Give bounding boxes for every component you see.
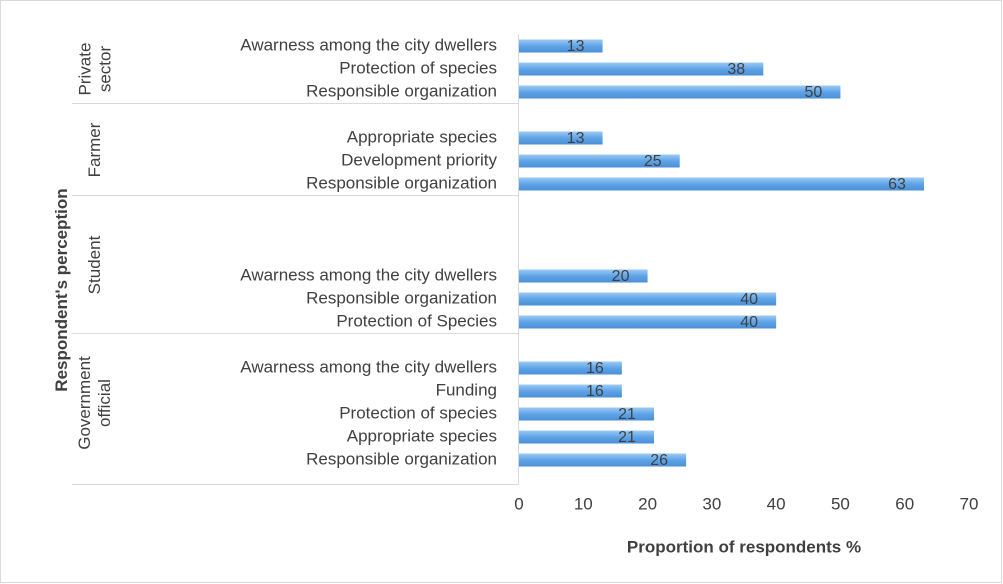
category-label: Funding: [436, 380, 497, 399]
value-label: 16: [586, 360, 604, 377]
category-label: Protection of Species: [336, 311, 497, 330]
bar: [519, 315, 777, 329]
category-label: Responsible organization: [306, 173, 497, 192]
value-label: 40: [740, 314, 758, 331]
value-label: 50: [805, 84, 823, 101]
value-label: 63: [888, 176, 906, 193]
bar: [519, 292, 777, 306]
category-label: Protection of species: [339, 403, 497, 422]
x-axis-title: Proportion of respondents %: [627, 537, 861, 556]
category-label: Awarness among the city dwellers: [240, 357, 497, 376]
category-label: Development priority: [341, 150, 497, 169]
group-label: Farmer: [85, 122, 104, 177]
x-tick-label: 40: [767, 494, 786, 513]
bar: [519, 269, 648, 283]
bar: [519, 154, 680, 168]
bar: [519, 361, 622, 375]
group-label: Private sector: [75, 42, 114, 96]
category-label: Protection of species: [339, 58, 497, 77]
group-label: Government official: [75, 355, 114, 450]
category-label: Appropriate species: [347, 426, 497, 445]
value-label: 21: [618, 429, 636, 446]
x-tick-label: 60: [895, 494, 914, 513]
x-tick-label: 0: [514, 494, 523, 513]
y-axis-title: Respondent's perception: [52, 188, 71, 392]
bar: [519, 384, 622, 398]
value-label: 26: [650, 452, 668, 469]
value-label: 38: [727, 61, 745, 78]
bar: [519, 131, 603, 145]
bar: [519, 177, 924, 191]
category-label: Appropriate species: [347, 127, 497, 146]
category-label: Responsible organization: [306, 449, 497, 468]
value-label: 13: [567, 130, 585, 147]
value-label: 20: [612, 268, 630, 285]
x-tick-label: 10: [574, 494, 593, 513]
category-label: Awarness among the city dwellers: [240, 265, 497, 284]
value-label: 13: [567, 38, 585, 55]
x-tick-label: 70: [960, 494, 979, 513]
bar: [519, 453, 687, 467]
bar: [519, 430, 654, 444]
bar: [519, 62, 764, 76]
value-label: 40: [740, 291, 758, 308]
value-label: 16: [586, 383, 604, 400]
x-tick-label: 20: [638, 494, 657, 513]
value-label: 21: [618, 406, 636, 423]
category-label: Responsible organization: [306, 288, 497, 307]
value-label: 25: [644, 153, 662, 170]
category-label: Awarness among the city dwellers: [240, 35, 497, 54]
x-tick-label: 30: [702, 494, 721, 513]
bar: [519, 85, 841, 99]
bar: [519, 39, 603, 53]
bar: [519, 407, 654, 421]
category-label: Responsible organization: [306, 81, 497, 100]
x-tick-label: 50: [831, 494, 850, 513]
group-label: Student: [85, 235, 104, 294]
